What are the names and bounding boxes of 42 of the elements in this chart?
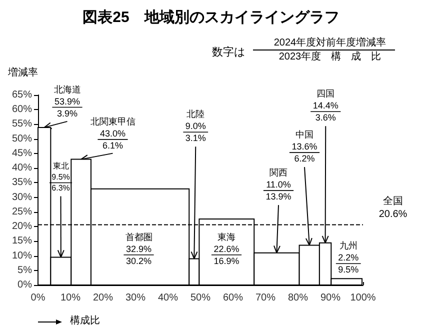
annotation: 四国 14.4% 3.6% — [312, 88, 338, 123]
y-tick-label: 10% — [12, 250, 32, 262]
x-tick-label: 90% — [320, 292, 341, 304]
annotation: 九州 2.2% 9.5% — [338, 240, 359, 275]
x-tick-label: 100% — [350, 292, 376, 304]
annotation: 関西 11.0% 13.9% — [266, 168, 292, 202]
y-tick-label: 35% — [12, 177, 32, 188]
chart-title: 図表25 地域別のスカイライングラフ — [82, 9, 340, 26]
text: 数字は — [212, 46, 245, 58]
annotation: 東北 9.5% 6.3% — [52, 162, 70, 193]
x-axis-title: 構成比 — [70, 314, 100, 326]
x-tick-label: 80% — [288, 292, 308, 304]
x-tick-label: 20% — [92, 292, 114, 304]
x-tick-label: 30% — [125, 292, 146, 304]
y-tick-label: 45% — [12, 148, 32, 159]
x-tick-label: 50% — [190, 292, 211, 304]
annotation: 北関東甲信 43.0% 6.1% — [90, 116, 136, 150]
x-tick-label: 40% — [158, 292, 178, 304]
y-tick-label: 20% — [12, 221, 32, 232]
y-tick-label: 60% — [12, 104, 32, 116]
annotation: 北陸 9.0% 3.1% — [185, 109, 206, 144]
y-tick-label: 50% — [12, 133, 32, 144]
y-tick-label: 25% — [12, 206, 32, 218]
y-tick-label: 30% — [12, 192, 32, 203]
annotation: 東海 22.6% 16.9% — [214, 232, 240, 266]
annotation: 北海道 53.9% 3.9% — [54, 84, 81, 118]
y-tick-label: 5% — [18, 264, 32, 276]
ref-line-label: 全国 20.6% — [378, 194, 408, 220]
y-tick-label: 55% — [12, 118, 32, 130]
annotation: 首都圏 32.9% 30.2% — [125, 232, 152, 266]
y-tick-label: 15% — [12, 236, 32, 247]
text: 2023年度 構 成 比 — [278, 50, 382, 62]
x-tick-label: 10% — [60, 292, 81, 304]
x-tick-label: 70% — [255, 292, 276, 304]
y-tick-label: 0% — [18, 280, 32, 290]
x-tick-label: 0% — [30, 292, 46, 304]
y-tick-label: 65% — [12, 90, 32, 100]
y-tick-label: 40% — [12, 162, 32, 174]
y-axis-title: 増減率 — [7, 66, 38, 78]
text: 2024年度対前年度増減率 — [274, 36, 386, 48]
x-tick-label: 60% — [222, 292, 244, 304]
annotation: 中国 13.6% 6.2% — [292, 130, 318, 164]
